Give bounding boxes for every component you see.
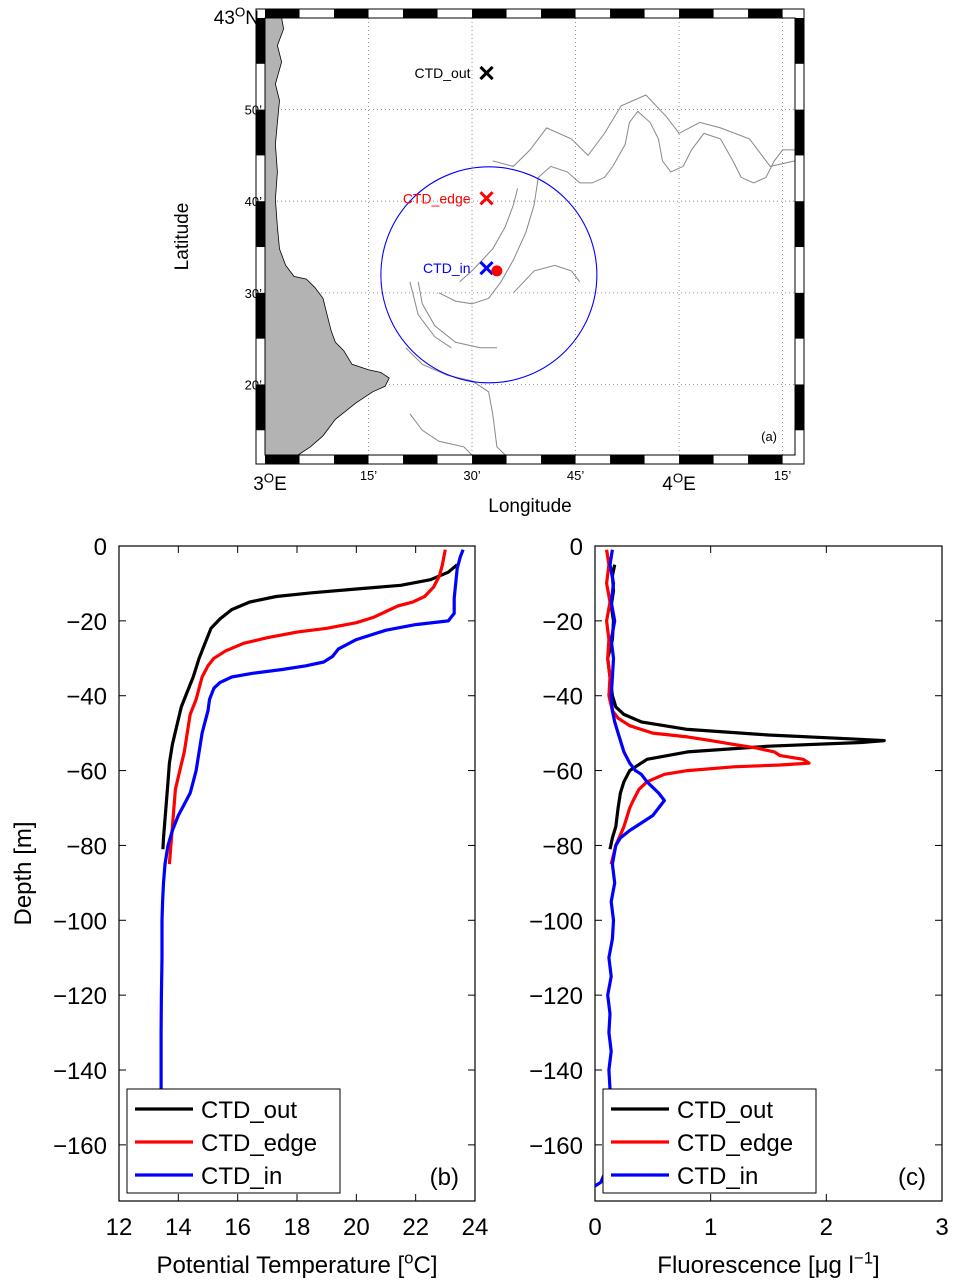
legend-label: CTD_in <box>201 1163 282 1190</box>
legend-label: CTD_out <box>201 1097 297 1124</box>
legend-label: CTD_out <box>677 1097 773 1124</box>
x-axis-label: Fluorescence [μg l−1] <box>657 1248 879 1279</box>
frame-segment <box>334 455 369 464</box>
y-tick-label: −160 <box>529 1133 583 1160</box>
y-tick-label: −100 <box>53 908 107 935</box>
map-x-tick-label: 3OE <box>253 470 287 495</box>
map-x-tick-label: 15’ <box>360 468 377 483</box>
frame-segment <box>472 455 507 464</box>
frame-segment <box>403 455 438 464</box>
frame-segment <box>610 9 645 18</box>
map-x-tick-label: 4OE <box>662 470 696 495</box>
legend-label: CTD_edge <box>201 1130 317 1157</box>
map-x-tick-label: 45’ <box>567 468 584 483</box>
x-tick-label: 14 <box>165 1214 192 1241</box>
y-tick-label: −100 <box>529 908 583 935</box>
y-tick-label: −60 <box>542 759 583 786</box>
frame-segment <box>679 9 714 18</box>
frame-segment <box>265 455 300 464</box>
x-tick-label: 20 <box>343 1214 370 1241</box>
y-tick-label: −80 <box>66 833 107 860</box>
y-tick-label: −140 <box>53 1058 107 1085</box>
map-y-tick-label: 40’ <box>245 194 262 209</box>
frame-segment <box>748 9 783 18</box>
y-tick-label: −20 <box>66 609 107 636</box>
map-panel: CTD_out CTD_edge CTD_in 3OE 15’ 30’ 45’ 4OE 15’ 4… <box>172 4 804 517</box>
fluorescence-profile-panel: 0 1 2 3 0 −20 −40 −60 −80 −100 −120 −140 −160 CTD_out… <box>529 534 949 1279</box>
legend-label: CTD_in <box>677 1163 758 1190</box>
map-panel-label: (a) <box>761 429 777 444</box>
y-tick-label: −40 <box>66 684 107 711</box>
map-y-tick-label: 43ON <box>214 4 259 29</box>
x-tick-label: 24 <box>462 1214 489 1241</box>
x-tick-label: 1 <box>704 1214 717 1241</box>
y-axis-label: Depth [m] <box>10 821 37 925</box>
x-tick-label: 22 <box>402 1214 429 1241</box>
frame-segment <box>403 9 438 18</box>
panel-label: (c) <box>898 1164 926 1191</box>
y-tick-label: −140 <box>529 1058 583 1085</box>
frame-segment <box>334 9 369 18</box>
y-tick-label: −60 <box>66 759 107 786</box>
map-x-tick-label: 30’ <box>463 468 480 483</box>
x-tick-label: 2 <box>820 1214 833 1241</box>
y-tick-label: −120 <box>53 983 107 1010</box>
map-y-tick-label: 20’ <box>245 377 262 392</box>
x-axis-label: Potential Temperature [oC] <box>156 1248 437 1279</box>
panel-label: (b) <box>430 1164 459 1191</box>
x-tick-label: 0 <box>588 1214 601 1241</box>
frame-segment <box>265 9 300 18</box>
temperature-profile-panel: 12 14 16 18 20 22 24 0 −20 −40 −60 −80 −100 −120 −140 −… <box>10 534 488 1279</box>
y-tick-label: −120 <box>529 983 583 1010</box>
frame-segment <box>795 110 804 156</box>
frame-segment <box>472 9 507 18</box>
y-tick-label: 0 <box>94 534 107 561</box>
y-tick-label: −80 <box>542 833 583 860</box>
map-y-axis-label: Latitude <box>172 203 193 271</box>
map-x-tick-label: 15’ <box>774 468 791 483</box>
frame-segment <box>795 384 804 430</box>
frame-segment <box>795 18 804 64</box>
frame-segment <box>541 9 576 18</box>
x-tick-label: 3 <box>935 1214 948 1241</box>
frame-segment <box>679 455 714 464</box>
x-tick-label: 16 <box>224 1214 251 1241</box>
station-label: CTD_in <box>423 260 470 276</box>
frame-segment <box>610 455 645 464</box>
station-label: CTD_edge <box>403 190 471 206</box>
y-tick-label: −160 <box>53 1133 107 1160</box>
x-tick-label: 18 <box>284 1214 311 1241</box>
y-tick-label: −20 <box>542 609 583 636</box>
map-y-tick-label: 30’ <box>245 286 262 301</box>
frame-segment <box>541 455 576 464</box>
y-tick-label: 0 <box>570 534 583 561</box>
frame-segment <box>795 201 804 247</box>
y-tick-label: −40 <box>542 684 583 711</box>
eddy-center-dot <box>491 265 502 276</box>
legend-label: CTD_edge <box>677 1130 793 1157</box>
map-y-tick-label: 50’ <box>245 103 262 118</box>
frame-segment <box>795 293 804 339</box>
station-label: CTD_out <box>414 65 470 81</box>
x-tick-label: 12 <box>106 1214 133 1241</box>
frame-segment <box>748 455 783 464</box>
map-x-axis-label: Longitude <box>488 496 571 517</box>
